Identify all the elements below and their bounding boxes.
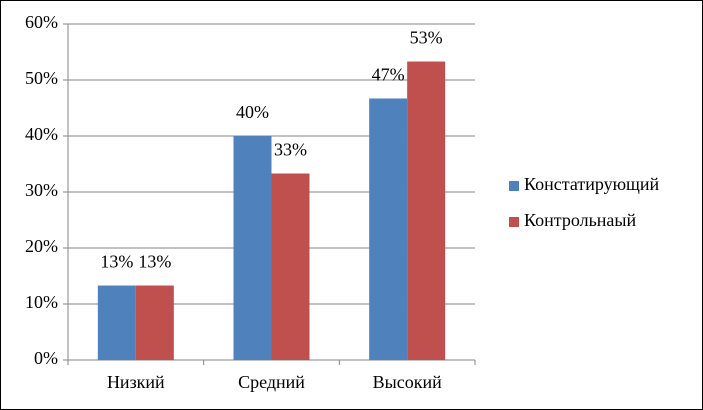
data-label: 13% [138,252,171,272]
legend-label: Контрольнаый [524,210,636,230]
data-label: 47% [372,65,405,85]
x-tick-label: Низкий [107,372,165,392]
data-label: 40% [236,102,269,122]
legend-swatch [509,181,519,191]
bar [271,173,310,360]
y-tick-label: 60% [25,12,58,32]
legend-label: Констатирующий [524,174,660,194]
x-tick-label: Средний [238,372,305,392]
bar [135,285,174,360]
bar [369,98,408,360]
y-tick-label: 20% [25,236,58,256]
data-label: 53% [410,28,443,48]
y-tick-label: 0% [34,348,58,368]
data-label: 13% [100,252,133,272]
y-tick-label: 40% [25,124,58,144]
y-tick-label: 10% [25,292,58,312]
bar [233,136,272,360]
y-tick-label: 30% [25,180,58,200]
y-tick-label: 50% [25,68,58,88]
bar [407,61,446,361]
legend-swatch [509,217,519,227]
bar [97,285,136,360]
data-label: 33% [274,140,307,160]
x-tick-label: Высокий [373,372,442,392]
